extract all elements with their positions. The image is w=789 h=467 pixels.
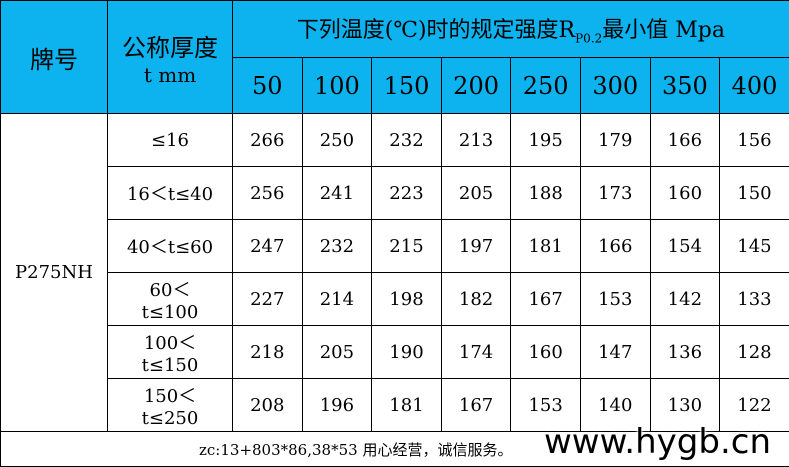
value-cell: 156 [720,114,789,167]
value-cell: 241 [302,167,372,220]
thickness-cell: 150＜t≤250 [108,379,233,432]
temperature-header: 200 [441,58,511,114]
title-header: 下列温度(℃)时的规定强度RP0.2最小值 Mpa [233,1,789,58]
title-symbol: R [559,18,576,43]
title-text: 最小值 Mpa [602,18,725,43]
temperature-header: 100 [302,58,372,114]
value-cell: 205 [302,326,372,379]
thickness-unit: t mm [108,63,232,87]
value-cell: 195 [511,114,581,167]
value-cell: 196 [302,379,372,432]
value-cell: 182 [441,273,511,326]
title-text: 下列温度(℃)时的规定强度 [297,18,559,43]
temperature-header: 400 [720,58,789,114]
value-cell: 218 [233,326,303,379]
value-cell: 167 [441,379,511,432]
value-cell: 136 [650,326,720,379]
value-cell: 232 [372,114,442,167]
value-cell: 188 [511,167,581,220]
value-cell: 150 [720,167,789,220]
value-cell: 154 [650,220,720,273]
value-cell: 227 [233,273,303,326]
thickness-cell: 100＜t≤150 [108,326,233,379]
value-cell: 205 [441,167,511,220]
value-cell: 197 [441,220,511,273]
brand-header: 牌号 [1,1,108,114]
value-cell: 153 [580,273,650,326]
temperature-header: 50 [233,58,303,114]
value-cell: 232 [302,220,372,273]
value-cell: 179 [580,114,650,167]
temperature-header: 250 [511,58,581,114]
value-cell: 215 [372,220,442,273]
thickness-label: 公称厚度 [108,28,232,63]
value-cell: 181 [372,379,442,432]
value-cell: 256 [233,167,303,220]
value-cell: 181 [511,220,581,273]
value-cell: 145 [720,220,789,273]
thickness-cell: 16＜t≤40 [108,167,233,220]
thickness-cell: 40＜t≤60 [108,220,233,273]
value-cell: 174 [441,326,511,379]
value-cell: 160 [511,326,581,379]
thickness-cell: 60＜t≤100 [108,273,233,326]
thickness-cell: ≤16 [108,114,233,167]
value-cell: 147 [580,326,650,379]
value-cell: 208 [233,379,303,432]
value-cell: 133 [720,273,789,326]
value-cell: 160 [650,167,720,220]
value-cell: 167 [511,273,581,326]
temperature-header: 350 [650,58,720,114]
value-cell: 213 [441,114,511,167]
value-cell: 173 [580,167,650,220]
value-cell: 166 [580,220,650,273]
temperature-header: 150 [372,58,442,114]
temperature-header: 300 [580,58,650,114]
value-cell: 142 [650,273,720,326]
value-cell: 247 [233,220,303,273]
value-cell: 128 [720,326,789,379]
value-cell: 223 [372,167,442,220]
value-cell: 198 [372,273,442,326]
watermark: www.hygb.cn [544,422,771,462]
title-subscript: P0.2 [575,32,602,46]
value-cell: 214 [302,273,372,326]
grade-cell: P275NH [1,114,108,432]
value-cell: 190 [372,326,442,379]
value-cell: 266 [233,114,303,167]
value-cell: 166 [650,114,720,167]
value-cell: 250 [302,114,372,167]
